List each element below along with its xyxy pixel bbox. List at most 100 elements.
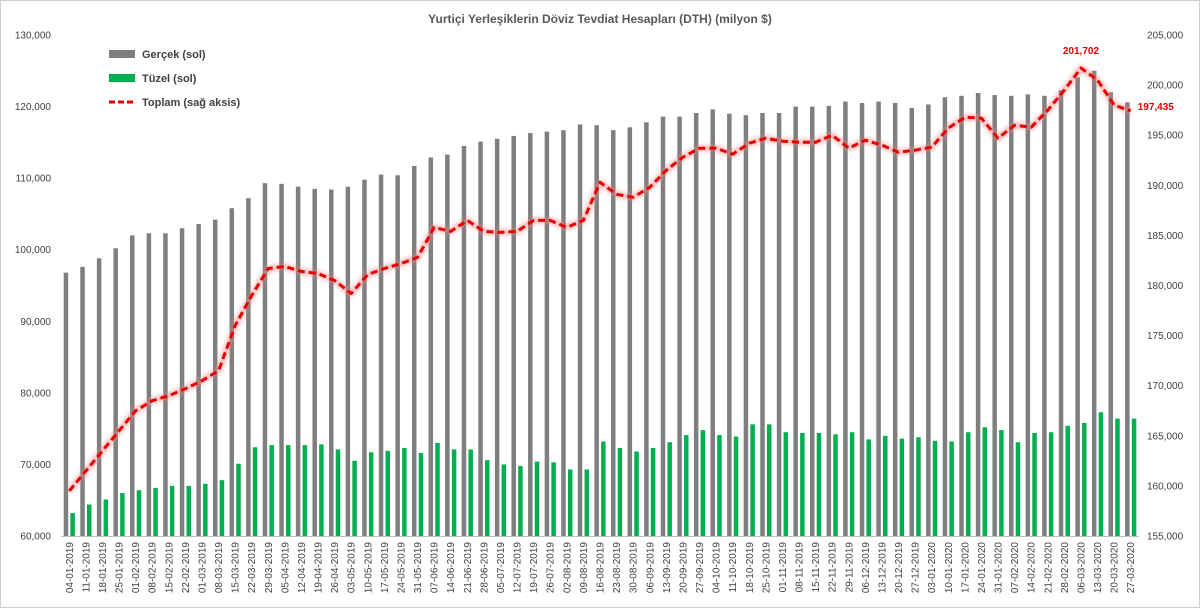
- bar-gercek: [992, 95, 997, 537]
- x-tick-label: 21-06-2019: [463, 542, 474, 594]
- bar-gercek: [295, 186, 301, 536]
- legend-label-toplam: Toplam (sağ aksis): [142, 97, 241, 109]
- bar-tuzel: [103, 499, 109, 536]
- bar-gercek: [279, 183, 284, 536]
- bar-gercek: [312, 188, 317, 536]
- bar-tuzel: [1032, 432, 1037, 536]
- x-tick-label: 13-03-2020: [1093, 542, 1104, 594]
- bar-gercek: [926, 104, 931, 536]
- bar-tuzel: [70, 513, 75, 536]
- bar-tuzel: [219, 480, 225, 536]
- bar-tuzel: [236, 463, 241, 536]
- x-tick-label: 20-03-2020: [1110, 542, 1121, 594]
- x-tick-label: 15-02-2019: [164, 542, 175, 594]
- x-tick-label: 07-06-2019: [430, 542, 441, 594]
- legend-label-tuzel: Tüzel (sol): [142, 73, 197, 85]
- left-tick-label: 120,000: [15, 102, 52, 113]
- bar-tuzel: [733, 436, 739, 536]
- bar-gercek: [975, 92, 981, 537]
- bar-gercek: [163, 233, 168, 536]
- bar-tuzel: [319, 444, 324, 536]
- bar-gercek: [411, 165, 417, 536]
- right-tick-label: 155,000: [1147, 532, 1184, 543]
- bar-tuzel: [385, 450, 390, 536]
- right-tick-label: 200,000: [1147, 81, 1184, 92]
- bar-gercek: [610, 130, 616, 536]
- x-axis: 04-01-2019 11-01-2019 18-01-2019 25-01-2019…: [61, 536, 1139, 594]
- left-tick-label: 100,000: [15, 245, 52, 256]
- x-tick-label: 05-04-2019: [280, 542, 291, 594]
- x-tick-label: 27-03-2020: [1126, 542, 1137, 594]
- bar-tuzel: [451, 449, 457, 536]
- bar-tuzel: [86, 504, 92, 536]
- x-tick-label: 12-07-2019: [513, 542, 524, 594]
- bar-gercek: [1125, 102, 1130, 536]
- bar-tuzel: [866, 439, 871, 536]
- x-tick-label: 18-01-2019: [98, 542, 109, 594]
- x-tick-label: 02-08-2019: [562, 542, 573, 594]
- x-tick-label: 14-02-2020: [1027, 542, 1038, 594]
- left-tick-label: 60,000: [20, 532, 51, 543]
- bar-gercek: [528, 133, 533, 536]
- x-tick-label: 04-10-2019: [712, 542, 723, 594]
- x-tick-label: 18-10-2019: [745, 542, 756, 594]
- x-tick-label: 26-04-2019: [330, 542, 341, 594]
- x-tick-label: 10-01-2020: [944, 542, 955, 594]
- bar-tuzel: [634, 451, 639, 536]
- x-tick-label: 19-04-2019: [314, 542, 325, 594]
- annotation-peak: 201,702: [1063, 46, 1100, 57]
- bar-tuzel: [1082, 422, 1087, 536]
- bar-gercek: [212, 219, 218, 536]
- x-tick-label: 07-02-2020: [1010, 542, 1021, 594]
- bar-tuzel: [1048, 432, 1054, 536]
- x-tick-label: 06-09-2019: [645, 542, 656, 594]
- bar-tuzel: [418, 452, 424, 536]
- x-tick-label: 15-11-2019: [811, 542, 822, 593]
- bar-tuzel: [169, 485, 175, 536]
- bar-tuzel: [949, 441, 954, 536]
- x-tick-label: 25-10-2019: [761, 542, 772, 594]
- x-tick-label: 03-01-2020: [927, 542, 938, 594]
- bar-tuzel: [783, 432, 789, 536]
- bar-gercek: [262, 183, 268, 536]
- bar-gercek: [577, 124, 583, 536]
- bar-tuzel: [136, 490, 142, 536]
- bar-gercek: [428, 157, 434, 536]
- bar-tuzel: [800, 432, 805, 536]
- bar-tuzel: [899, 438, 905, 536]
- bar-tuzel: [1115, 418, 1120, 536]
- bar-gercek: [710, 109, 715, 536]
- legend-swatch-gercek: [109, 50, 135, 58]
- x-tick-label: 08-03-2019: [214, 542, 225, 594]
- x-tick-label: 14-06-2019: [446, 542, 457, 594]
- x-tick-label: 27-12-2019: [911, 542, 922, 594]
- bar-tuzel: [1098, 412, 1104, 536]
- legend-swatch-tuzel: [109, 74, 135, 82]
- bar-tuzel: [833, 434, 838, 536]
- x-tick-label: 21-02-2020: [1043, 542, 1054, 594]
- x-tick-label: 06-03-2020: [1076, 542, 1087, 594]
- bar-tuzel: [534, 461, 540, 536]
- bar-tuzel: [153, 488, 158, 536]
- bar-gercek: [1042, 95, 1047, 536]
- bar-tuzel: [468, 449, 473, 536]
- bar-gercek: [826, 105, 832, 536]
- bar-tuzel: [269, 445, 274, 536]
- x-tick-label: 11-01-2019: [81, 542, 92, 593]
- bar-tuzel: [518, 465, 523, 536]
- bar-tuzel: [717, 435, 722, 536]
- bar-gercek: [859, 102, 865, 536]
- x-tick-label: 04-01-2019: [65, 542, 76, 594]
- x-tick-label: 31-05-2019: [413, 542, 424, 594]
- right-tick-label: 160,000: [1147, 481, 1184, 492]
- left-tick-label: 110,000: [16, 174, 52, 185]
- bar-gercek: [727, 113, 732, 536]
- chart-title: Yurtiçi Yerleşiklerin Döviz Tevdiat Hesa…: [428, 12, 772, 26]
- annotation-layer: 201,702 197,435: [1063, 46, 1174, 113]
- bar-tuzel: [368, 452, 374, 536]
- bar-gercek: [1108, 92, 1114, 536]
- right-tick-label: 195,000: [1147, 131, 1184, 142]
- toplam-line-glow: [66, 65, 1132, 493]
- bar-tuzel: [816, 432, 822, 536]
- bar-tuzel: [750, 424, 755, 536]
